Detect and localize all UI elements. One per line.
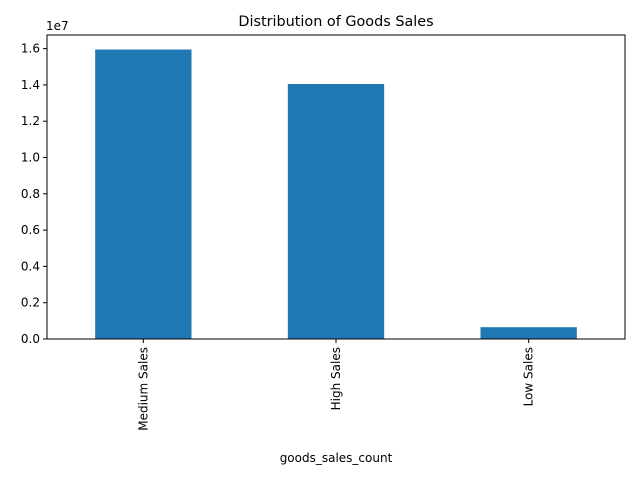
chart-title: Distribution of Goods Sales	[238, 14, 433, 30]
y-tick-label: 0.0	[21, 332, 40, 346]
bar-low-sales	[480, 327, 577, 339]
y-tick-label: 1.6	[21, 42, 40, 56]
y-tick-label: 0.8	[21, 187, 40, 201]
x-axis-ticks: Medium Sales High Sales Low Sales	[136, 339, 536, 431]
y-axis-ticks: 0.0 0.2 0.4 0.6 0.8 1.0 1.2 1.4 1.6	[21, 42, 47, 346]
bar-medium-sales	[95, 49, 192, 340]
plot-frame	[46, 34, 626, 340]
x-tick-label: Low Sales	[522, 347, 536, 406]
y-tick-label: 1.0	[21, 151, 40, 165]
bar-high-sales	[287, 84, 385, 339]
bars-group	[95, 49, 577, 340]
x-tick-label: Medium Sales	[136, 347, 150, 431]
y-tick-label: 0.4	[21, 259, 40, 273]
y-tick-label: 0.6	[21, 223, 40, 237]
y-axis-offset-label: 1e7	[46, 19, 69, 33]
x-axis-label: goods_sales_count	[280, 451, 393, 465]
y-tick-label: 1.4	[21, 78, 40, 92]
y-tick-label: 1.2	[21, 114, 40, 128]
y-tick-label: 0.2	[21, 296, 40, 310]
x-tick-label: High Sales	[329, 347, 343, 410]
